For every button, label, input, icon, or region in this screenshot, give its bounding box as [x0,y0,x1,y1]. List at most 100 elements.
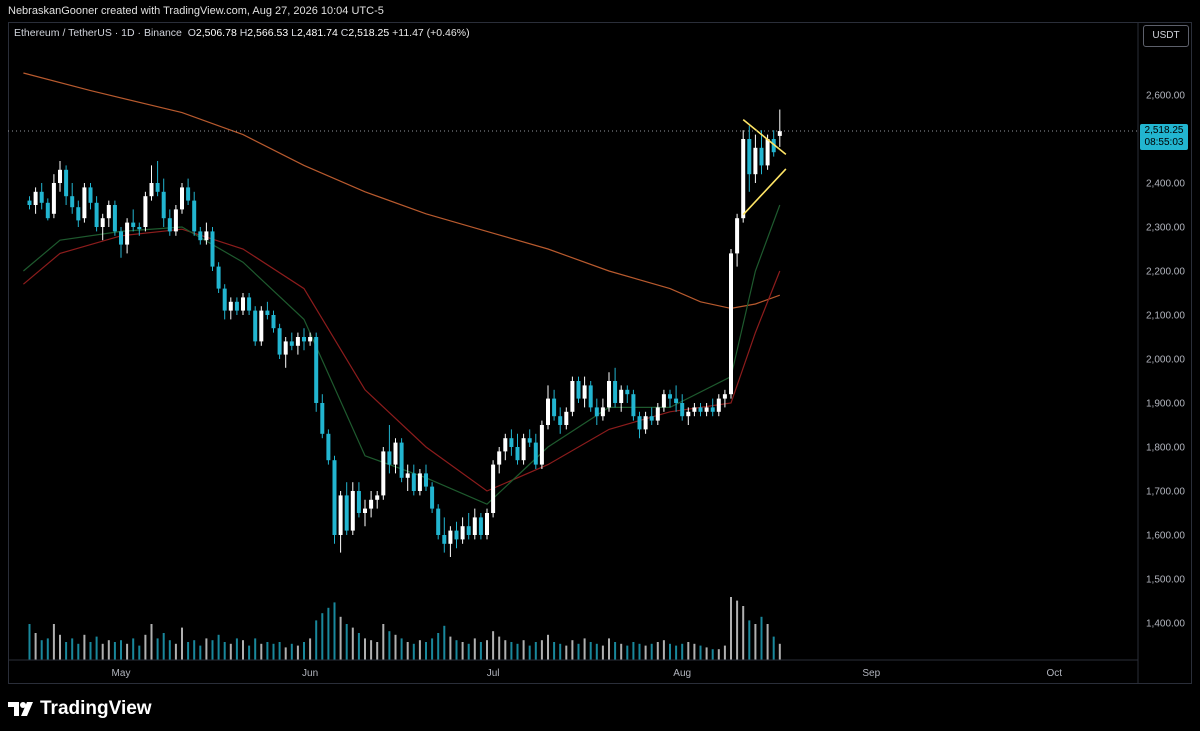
volume-bar [278,642,281,660]
candle-body [295,337,300,346]
y-tick-label: 2,600.00 [1146,91,1185,102]
volume-bar [711,649,714,660]
volume-bar [272,643,275,660]
volume-bar [717,649,720,660]
volume-bar [443,625,446,660]
volume-bar [370,640,373,660]
volume-bar [138,645,141,660]
x-tick-label: Oct [1047,668,1063,679]
candle-body [277,328,282,355]
y-tick-label: 1,600.00 [1146,531,1185,542]
candle-body [637,416,642,430]
volume-bar [601,645,604,660]
candle-body [338,495,343,535]
candle-body [509,438,514,447]
volume-bar [766,624,769,660]
candle-body [735,218,740,254]
candle-body [722,394,727,399]
x-tick-label: May [112,668,131,679]
volume-bar [376,642,379,660]
volume-bar [669,643,671,660]
candle-body [759,147,764,166]
y-tick-label: 2,200.00 [1146,267,1185,278]
candle-body [668,394,672,399]
volume-bar [528,645,531,660]
candle-body [613,381,618,403]
candle-body [491,464,496,513]
candle-body [283,341,288,355]
attribution-text: NebraskanGooner created with TradingView… [8,5,384,17]
volume-bar [235,638,238,660]
candle-body [350,491,355,531]
volume-bar [357,633,360,660]
volume-bar [205,638,208,660]
y-tick-label: 2,400.00 [1146,179,1185,190]
candle-body [692,407,697,412]
volume-bar [46,638,49,660]
candle-body [363,508,367,513]
candle-body [417,473,422,491]
volume-bar [345,624,348,660]
volume-bar [351,627,354,660]
candle-body [149,183,154,197]
ema-mid-line [23,228,781,492]
volume-bar [28,624,31,660]
candle-body [741,139,746,219]
volume-bar [382,624,385,660]
volume-bar [498,636,501,660]
candle-body [137,227,142,230]
volume-bar [248,645,251,660]
candle-body [393,442,398,465]
candle-body [82,187,87,219]
candle-body [655,407,660,421]
candle-body [210,231,215,267]
currency-button[interactable]: USDT [1143,25,1189,47]
volume-bar [565,645,568,660]
volume-bar [223,642,226,660]
volume-bar [681,643,684,660]
volume-bar [406,642,409,660]
volume-bar [187,642,190,660]
volume-bar [211,640,214,660]
candle-body [765,139,770,166]
volume-bar [89,642,92,660]
candle-body [716,398,721,412]
volume-bar [40,640,43,660]
candle-body [521,438,526,461]
tradingview-logo-icon [8,702,33,716]
volume-bar [296,645,299,660]
candle-body [564,411,569,425]
chart-panel[interactable] [8,22,1192,684]
volume-bar [71,638,74,660]
candle-body [485,513,489,535]
candle-body [582,385,587,399]
candle-body [497,451,502,465]
candle-body [381,451,386,496]
candle-body [533,442,538,465]
volume-bar [699,645,702,660]
tradingview-logo-text: TradingView [40,698,152,719]
tradingview-logo[interactable]: TradingView [8,694,152,724]
candle-body [302,337,306,342]
candle-body [698,407,703,412]
candle-body [308,337,313,342]
symbol-title[interactable]: Ethereum / TetherUS · 1D · Binance [14,27,182,39]
volume-bar [534,642,537,660]
candle-body [265,310,270,315]
volume-bar [260,643,263,660]
volume-bar [412,643,415,660]
candle-body [570,381,575,412]
volume-bar [132,638,135,660]
volume-bar [675,645,678,660]
candle-body [27,200,32,205]
candle-body [332,460,337,535]
volume-bar [284,647,287,660]
volume-bar [571,640,574,660]
candle-body [460,526,465,540]
volume-bar [656,642,659,660]
y-tick-label: 1,700.00 [1146,487,1185,498]
candle-body [674,398,679,403]
volume-bar [65,642,68,660]
candle-body [375,495,380,500]
